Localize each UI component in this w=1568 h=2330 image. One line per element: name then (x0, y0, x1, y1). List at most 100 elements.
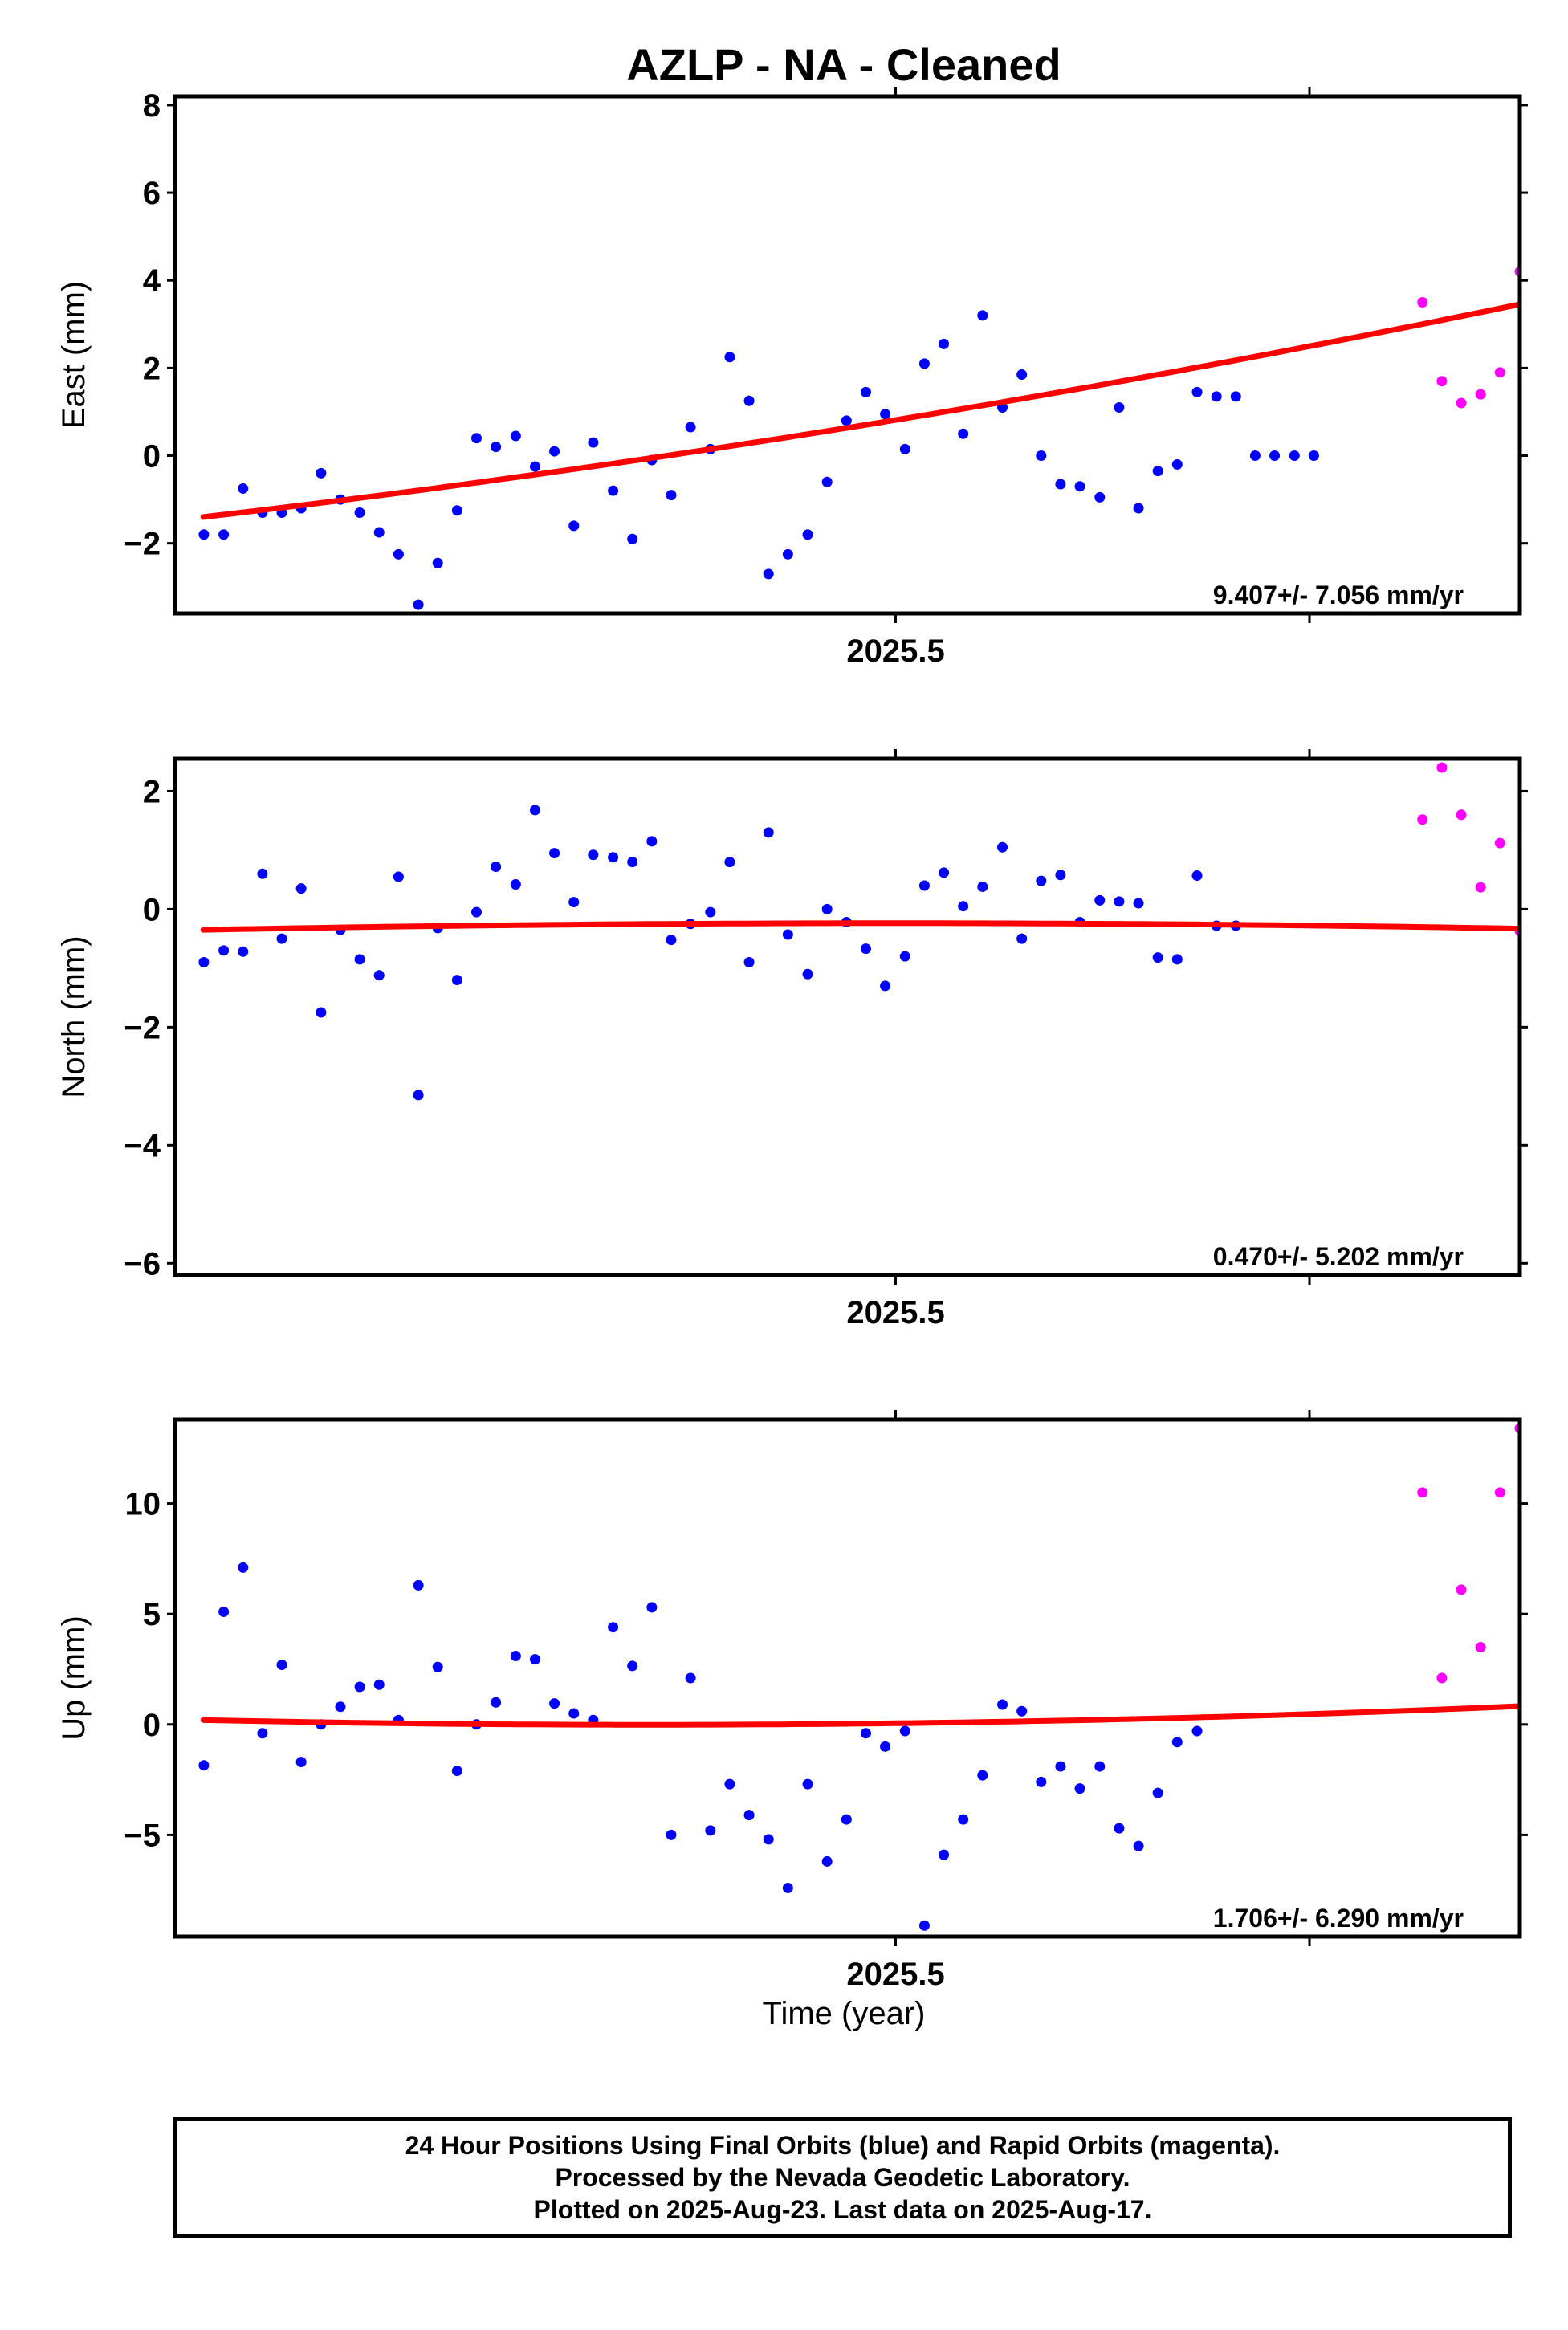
north-final-point (997, 841, 1008, 853)
up-final-point (841, 1814, 852, 1825)
east-final-point (1152, 466, 1163, 477)
east-final-point (608, 485, 619, 496)
east-final-point (627, 533, 638, 544)
up-final-point (899, 1725, 910, 1737)
up-final-point (743, 1810, 755, 1821)
north-final-point (276, 933, 287, 944)
east-final-point (880, 409, 891, 420)
east-final-point (841, 415, 852, 426)
north-final-point (1133, 898, 1144, 909)
up-final-point (627, 1660, 638, 1672)
up-final-point (1074, 1783, 1085, 1794)
north-ytick-label: −6 (124, 1246, 161, 1281)
north-final-point (821, 903, 833, 914)
north-final-point (588, 849, 599, 861)
east-ytick-label: 2 (143, 351, 161, 386)
north-final-point (899, 951, 910, 962)
up-final-point (782, 1882, 793, 1893)
north-final-point (1152, 952, 1163, 963)
east-final-point (899, 443, 910, 454)
up-final-point (939, 1849, 950, 1860)
north-final-point (646, 836, 658, 847)
up-y-axis-label: Up (mm) (56, 1615, 92, 1741)
north-final-point (1016, 933, 1028, 944)
north-final-point (470, 906, 482, 918)
up-final-point (724, 1778, 735, 1790)
north-rapid-point (1456, 809, 1467, 821)
up-rapid-point (1436, 1672, 1448, 1684)
north-plot-area (198, 762, 1564, 1269)
east-y-axis-label: East (mm) (56, 281, 92, 429)
east-rapid-point (1534, 100, 1545, 110)
north-rapid-point (1554, 943, 1564, 954)
east-final-point (958, 428, 969, 439)
north-final-point (510, 879, 521, 890)
up-final-point (608, 1622, 619, 1633)
north-final-point (705, 906, 716, 918)
east-plot-area (198, 100, 1545, 610)
north-rapid-point (1494, 837, 1505, 849)
north-final-point (608, 852, 619, 863)
north-final-point (763, 827, 774, 838)
north-rapid-point (1534, 1258, 1545, 1269)
up-final-point (705, 1825, 716, 1836)
north-final-point (393, 871, 404, 882)
east-final-point (1074, 481, 1085, 492)
north-final-point (413, 1090, 424, 1101)
up-final-point (1191, 1725, 1203, 1737)
up-final-point (880, 1741, 891, 1752)
east-final-point (218, 529, 230, 540)
north-final-point (1036, 875, 1047, 886)
north-final-point (295, 883, 307, 894)
east-rapid-point (1475, 389, 1486, 400)
up-final-point (373, 1679, 385, 1690)
north-final-point (782, 929, 793, 940)
up-final-point (1133, 1840, 1144, 1851)
up-panel: 10 5 0 −5 2025.5 Up (mm) 1.706+/- 6.290 mm/yr (56, 1410, 1564, 1992)
north-panel: 2 0 −2 −4 −6 2025.5 North (mm) 0.470+/- 5.202 m… (56, 749, 1564, 1330)
east-frame (173, 94, 1522, 616)
up-final-point (860, 1728, 871, 1739)
east-final-point (529, 461, 540, 472)
east-final-point (510, 430, 521, 442)
north-final-point (238, 946, 249, 957)
east-rapid-point (1494, 367, 1505, 378)
chart-title: AZLP - NA - Cleaned (626, 39, 1061, 90)
north-rapid-point (1417, 814, 1428, 825)
north-final-point (218, 945, 230, 956)
north-final-point (373, 970, 385, 981)
east-final-point (198, 529, 210, 540)
up-final-point (958, 1814, 969, 1825)
up-rapid-point (1554, 1622, 1564, 1632)
east-rapid-point (1417, 297, 1428, 308)
footer-line-2: Processed by the Nevada Geodetic Laborat… (555, 2163, 1130, 2192)
north-y-axis-label: North (mm) (56, 935, 92, 1098)
footer-line-3: Plotted on 2025-Aug-23. Last data on 202… (533, 2195, 1152, 2224)
east-final-point (373, 527, 385, 538)
east-final-point (1191, 386, 1203, 397)
east-final-point (1230, 391, 1241, 402)
up-final-point (276, 1659, 287, 1670)
north-rate-label: 0.470+/- 5.202 mm/yr (1213, 1242, 1464, 1271)
east-final-point (413, 599, 424, 610)
up-rapid-point (1475, 1641, 1486, 1652)
east-final-point (451, 505, 462, 516)
east-final-point (821, 476, 833, 487)
east-final-point (782, 548, 793, 560)
east-final-point (1249, 450, 1261, 462)
up-final-point (666, 1829, 677, 1840)
up-final-point (491, 1697, 502, 1708)
east-final-point (393, 548, 404, 560)
up-final-point (1094, 1761, 1106, 1772)
east-final-point (860, 386, 871, 397)
east-final-point (549, 446, 560, 457)
east-final-point (1016, 369, 1028, 381)
up-final-point (763, 1834, 774, 1845)
north-final-point (491, 861, 502, 872)
east-final-point (802, 529, 813, 540)
up-final-point (218, 1606, 230, 1617)
east-final-point (1289, 450, 1300, 462)
up-final-point (646, 1602, 658, 1613)
up-rate-label: 1.706+/- 6.290 mm/yr (1213, 1904, 1464, 1933)
